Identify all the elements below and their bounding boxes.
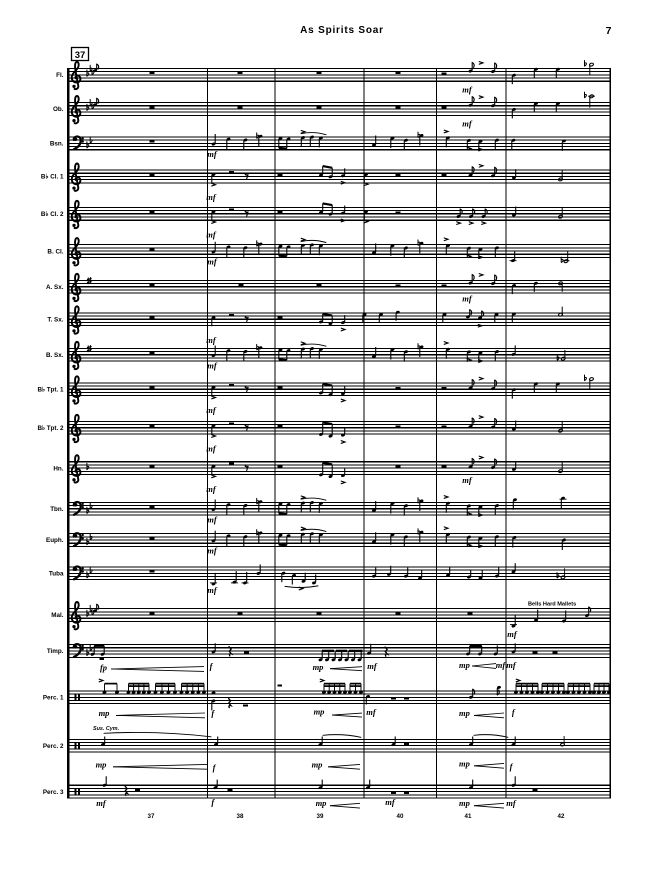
svg-text:Hn.: Hn. bbox=[53, 465, 63, 472]
svg-text:7: 7 bbox=[606, 25, 612, 37]
svg-text:mf: mf bbox=[96, 798, 107, 808]
svg-text:f: f bbox=[213, 762, 217, 772]
svg-text:Perc. 3: Perc. 3 bbox=[43, 789, 64, 796]
svg-text:Perc. 2: Perc. 2 bbox=[43, 743, 64, 750]
svg-text:mf: mf bbox=[207, 257, 218, 267]
svg-text:mf: mf bbox=[206, 192, 217, 202]
svg-text:Euph.: Euph. bbox=[46, 537, 64, 544]
svg-text:mf: mf bbox=[207, 360, 218, 370]
svg-text:39: 39 bbox=[317, 813, 324, 820]
svg-text:f: f bbox=[211, 797, 215, 807]
svg-text:A. Sx.: A. Sx. bbox=[46, 284, 64, 291]
svg-text:Fl.: Fl. bbox=[56, 72, 64, 79]
svg-text:f: f bbox=[510, 761, 514, 771]
svg-text:Ob.: Ob. bbox=[53, 106, 64, 113]
svg-text:41: 41 bbox=[465, 813, 472, 820]
svg-text:mp: mp bbox=[316, 798, 327, 808]
svg-text:mf: mf bbox=[207, 514, 218, 524]
svg-text:mp: mp bbox=[459, 708, 470, 718]
svg-text:mf: mf bbox=[506, 660, 517, 670]
svg-text:mf: mf bbox=[366, 707, 377, 717]
svg-text:B♭ Tpt. 2: B♭ Tpt. 2 bbox=[37, 425, 64, 432]
svg-text:mf: mf bbox=[206, 443, 217, 453]
svg-text:mf: mf bbox=[206, 484, 217, 494]
svg-text:mp: mp bbox=[313, 662, 324, 672]
svg-text:B. Cl.: B. Cl. bbox=[47, 248, 63, 255]
svg-text:Mal.: Mal. bbox=[51, 612, 63, 619]
svg-text:mf: mf bbox=[496, 660, 507, 670]
svg-text:mf: mf bbox=[206, 405, 217, 415]
svg-text:37: 37 bbox=[148, 813, 155, 820]
svg-text:mf: mf bbox=[207, 149, 218, 159]
svg-text:40: 40 bbox=[397, 813, 404, 820]
svg-text:As Spirits Soar: As Spirits Soar bbox=[300, 25, 384, 36]
svg-text:Tuba: Tuba bbox=[49, 571, 64, 578]
svg-text:f: f bbox=[210, 661, 214, 671]
svg-text:mf: mf bbox=[207, 546, 218, 556]
svg-text:mf: mf bbox=[367, 661, 378, 671]
svg-text:Sus. Cym.: Sus. Cym. bbox=[93, 726, 120, 732]
svg-text:mf: mf bbox=[462, 119, 473, 129]
svg-text:mp: mp bbox=[99, 708, 110, 718]
svg-text:f: f bbox=[211, 708, 215, 718]
svg-text:mf: mf bbox=[206, 335, 217, 345]
svg-text:mf: mf bbox=[207, 585, 218, 595]
svg-text:42: 42 bbox=[558, 813, 565, 820]
svg-text:f: f bbox=[512, 707, 516, 717]
svg-text:Bsn.: Bsn. bbox=[50, 141, 64, 148]
svg-text:mf: mf bbox=[507, 629, 518, 639]
svg-text:mf: mf bbox=[462, 293, 473, 303]
svg-text:mp: mp bbox=[459, 660, 470, 670]
svg-text:mp: mp bbox=[96, 759, 107, 769]
svg-text:mp: mp bbox=[459, 758, 470, 768]
svg-text:B. Sx.: B. Sx. bbox=[46, 352, 64, 359]
svg-text:Timp.: Timp. bbox=[47, 648, 64, 655]
svg-text:mp: mp bbox=[312, 759, 323, 769]
svg-text:mp: mp bbox=[459, 798, 470, 808]
svg-text:mf: mf bbox=[462, 84, 473, 94]
svg-text:mp: mp bbox=[314, 706, 325, 716]
svg-text:37: 37 bbox=[75, 50, 86, 61]
svg-text:B♭ Tpt. 1: B♭ Tpt. 1 bbox=[37, 387, 64, 394]
svg-text:B♭ Cl. 2: B♭ Cl. 2 bbox=[41, 211, 64, 218]
svg-text:Bells Hard Mallets: Bells Hard Mallets bbox=[528, 602, 576, 608]
svg-text:Tbn.: Tbn. bbox=[50, 506, 64, 513]
svg-text:38: 38 bbox=[237, 813, 244, 820]
svg-text:Perc. 1: Perc. 1 bbox=[43, 695, 64, 702]
svg-text:fp: fp bbox=[100, 663, 107, 673]
svg-text:mf: mf bbox=[385, 797, 396, 807]
svg-text:B♭ Cl. 1: B♭ Cl. 1 bbox=[41, 174, 64, 181]
svg-text:T. Sx.: T. Sx. bbox=[47, 317, 63, 324]
svg-text:mf: mf bbox=[506, 798, 517, 808]
svg-text:mf: mf bbox=[462, 475, 473, 485]
svg-text:mf: mf bbox=[206, 229, 217, 239]
